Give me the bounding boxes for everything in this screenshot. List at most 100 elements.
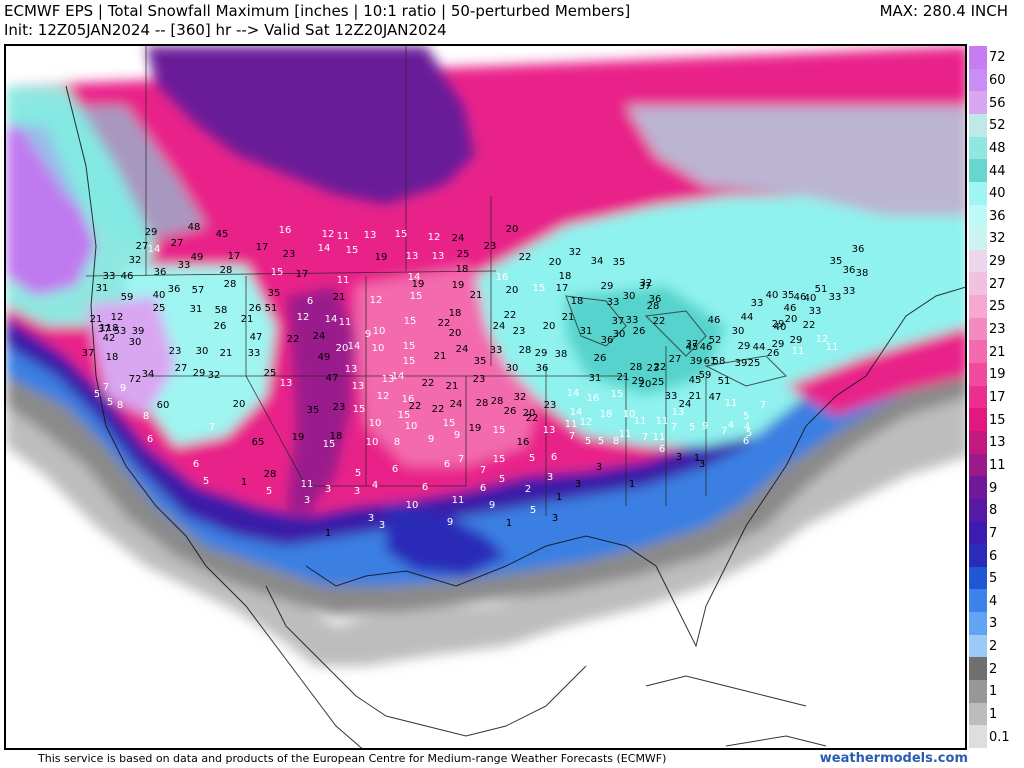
station-value: 12: [110, 312, 124, 323]
station-value: 39: [131, 326, 145, 337]
station-value: 23: [282, 249, 296, 260]
station-value: 25: [747, 358, 761, 369]
color-scale-step: 72: [969, 46, 1024, 69]
station-value: 15: [322, 439, 336, 450]
ecmwf-disclaimer: This service is based on data and produc…: [38, 752, 667, 765]
station-value: 33: [750, 298, 764, 309]
color-scale-label: 15: [989, 412, 1006, 428]
station-value: 10: [372, 326, 386, 337]
station-value: 51: [717, 376, 731, 387]
station-value: 23: [168, 346, 182, 357]
color-swatch: [969, 181, 987, 205]
color-scale-step: 21: [969, 340, 1024, 364]
station-value: 15: [409, 291, 423, 302]
station-value: 15: [352, 404, 366, 415]
station-value: 60: [156, 400, 170, 411]
brand-link[interactable]: weathermodels.com: [819, 751, 968, 766]
station-value: 6: [443, 459, 451, 470]
station-value: 53: [113, 326, 127, 337]
station-value: 59: [120, 292, 134, 303]
station-value: 36: [648, 294, 662, 305]
station-value: 45: [688, 375, 702, 386]
station-value: 42: [102, 333, 116, 344]
color-swatch: [969, 113, 987, 137]
station-value: 1: [240, 477, 248, 488]
station-value: 45: [215, 229, 229, 240]
snow-cyan-intermountain: [126, 266, 276, 446]
station-value: 46: [783, 303, 797, 314]
station-value: 30: [622, 291, 636, 302]
station-value: 33: [247, 348, 261, 359]
station-value: 38: [855, 268, 869, 279]
station-value: 13: [344, 364, 358, 375]
coastline-mexico: [265, 585, 587, 737]
station-value: 35: [267, 288, 281, 299]
station-value: 45: [685, 342, 699, 353]
station-value: 23: [646, 363, 660, 374]
station-value: 24: [312, 331, 326, 342]
station-value: 5: [202, 476, 210, 487]
station-value: 13: [381, 374, 395, 385]
color-scale-step: 1: [969, 680, 1024, 703]
color-swatch: [969, 680, 987, 703]
station-value: 15: [270, 267, 284, 278]
station-value: 20: [784, 314, 798, 325]
station-value: 22: [653, 362, 667, 373]
station-value: 20: [448, 328, 462, 339]
station-value: 16: [278, 225, 292, 236]
station-value: 12: [369, 295, 383, 306]
station-value: 1: [324, 528, 332, 539]
station-value: 6: [146, 434, 154, 445]
station-value: 7: [759, 400, 767, 411]
station-value: 59: [698, 370, 712, 381]
station-value: 16: [516, 437, 530, 448]
station-value: 3: [353, 486, 361, 497]
station-value: 33: [606, 297, 620, 308]
station-value: 3: [546, 472, 554, 483]
station-value: 33: [489, 345, 503, 356]
station-value: 3: [574, 479, 582, 490]
station-value: 14: [347, 341, 361, 352]
station-value: 6: [421, 482, 429, 493]
color-scale-label: 36: [989, 208, 1006, 224]
station-value: 65: [251, 437, 265, 448]
station-value: 9: [427, 434, 435, 445]
station-value: 9: [446, 517, 454, 528]
station-value: 20: [522, 408, 536, 419]
station-value: 6: [479, 483, 487, 494]
color-scale-step: 13: [969, 430, 1024, 454]
color-scale-label: 21: [989, 344, 1006, 360]
station-value: 39: [689, 356, 703, 367]
color-scale-label: 40: [989, 186, 1006, 202]
color-scale-step: 44: [969, 159, 1024, 182]
color-scale-label: 27: [989, 276, 1006, 292]
state-borders: [85, 46, 707, 516]
station-value: 39: [734, 358, 748, 369]
station-value: 49: [317, 352, 331, 363]
station-value: 12: [579, 417, 593, 428]
station-value: 21: [445, 381, 459, 392]
color-scale-label: 9: [989, 480, 998, 496]
station-value: 44: [740, 312, 754, 323]
station-value: 3: [303, 495, 311, 506]
color-scale-step: 0.1: [969, 725, 1024, 748]
coastline-pacific: [65, 85, 363, 748]
color-scale-step: 5: [969, 566, 1024, 590]
station-value: 11: [724, 398, 738, 409]
station-value: 27: [174, 363, 188, 374]
snow-cyan-canada: [6, 106, 206, 246]
station-value: 15: [492, 454, 506, 465]
color-scale-label: 2: [989, 661, 998, 677]
station-value: 32: [128, 255, 142, 266]
color-scale-label: 32: [989, 231, 1006, 247]
snow-navy-core: [386, 501, 506, 576]
station-value: 22: [421, 378, 435, 389]
station-value: 17: [255, 242, 269, 253]
station-value: 13: [279, 378, 293, 389]
color-scale-label: 7: [989, 525, 998, 541]
station-value: 28: [263, 469, 277, 480]
station-value: 29: [600, 281, 614, 292]
station-value: 6: [391, 464, 399, 475]
station-value: 7: [102, 382, 110, 393]
color-scale-step: 2: [969, 634, 1024, 658]
